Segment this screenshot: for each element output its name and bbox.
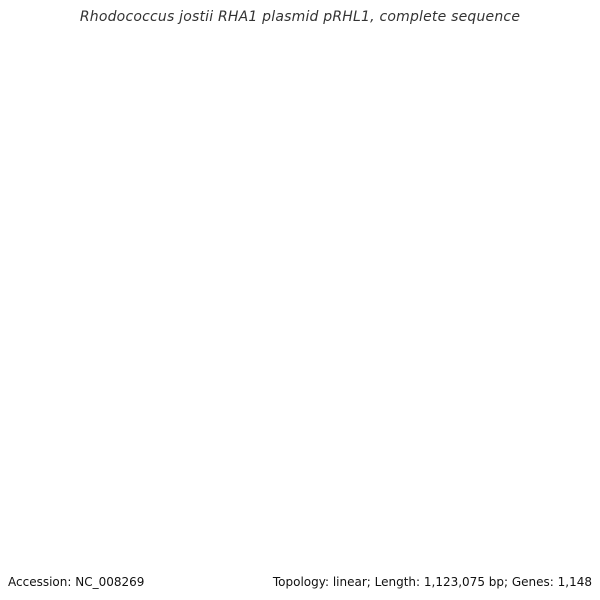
map-title: Rhodococcus jostii RHA1 plasmid pRHL1, c… — [79, 9, 521, 25]
topology-text: Topology: linear; Length: 1,123,075 bp; … — [272, 575, 592, 589]
accession-text: Accession: NC_008269 — [8, 575, 145, 589]
